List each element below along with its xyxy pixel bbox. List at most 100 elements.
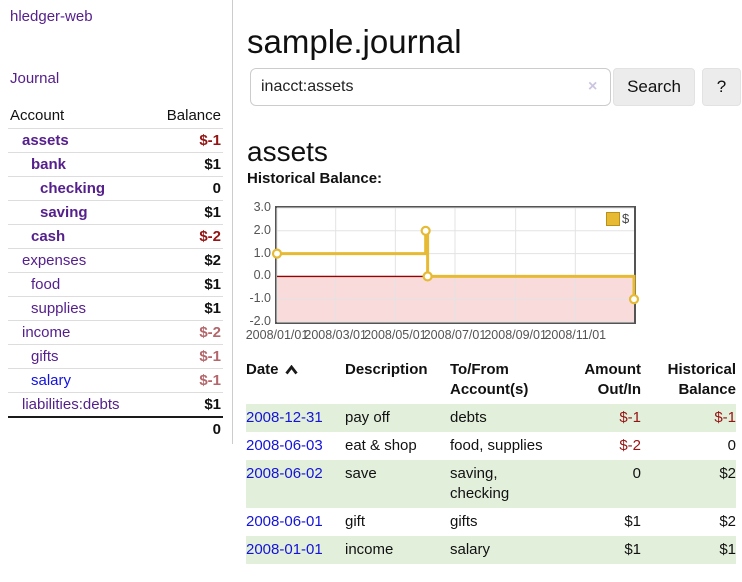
account-row: checking 0 (8, 176, 223, 200)
description-column-header: Description (345, 361, 428, 378)
transaction-amount: $-2 (619, 437, 641, 454)
search-button[interactable]: Search (613, 68, 695, 106)
account-row: bank $1 (8, 152, 223, 176)
account-row: assets $-1 (8, 128, 223, 152)
register-table: Date Description To/From Account(s) Amou… (246, 358, 736, 564)
x-axis-tick-label: 2008/09/01 (484, 328, 547, 342)
accounts-total-row: 0 (8, 416, 223, 442)
account-balance: $-2 (199, 324, 221, 341)
x-axis-tick-label: 2008/03/01 (304, 328, 367, 342)
app-brand-link[interactable]: hledger-web (10, 8, 93, 25)
accounts-header: Account Balance (8, 104, 223, 128)
y-axis-tick-label: 2.0 (253, 222, 271, 237)
account-heading: assets (247, 136, 328, 168)
account-row: supplies $1 (8, 296, 223, 320)
y-axis-tick-label: 0.0 (253, 268, 271, 283)
chart-canvas (271, 207, 640, 323)
account-row: salary $-1 (8, 368, 223, 392)
account-balance: $1 (204, 156, 221, 173)
transaction-date-link[interactable]: 2008-12-31 (246, 409, 323, 426)
chart-legend: $ (606, 211, 629, 226)
transaction-balance: $2 (719, 465, 736, 482)
x-axis-tick-label: 2008/05/01 (364, 328, 427, 342)
account-balance: $-1 (199, 348, 221, 365)
nav-journal-link[interactable]: Journal (10, 70, 60, 87)
transaction-balance: 0 (727, 437, 736, 454)
amount-column-header: Amount Out/In (584, 361, 641, 398)
chart-title: Historical Balance: (247, 170, 383, 187)
page-title: sample.journal (247, 23, 462, 61)
account-balance: $1 (204, 276, 221, 293)
transaction-amount: 0 (632, 465, 641, 482)
search-input[interactable] (250, 68, 611, 106)
account-balance: $-2 (199, 228, 221, 245)
account-row: liabilities:debts $1 (8, 392, 223, 416)
transaction-balance: $-1 (714, 409, 736, 426)
y-axis-tick-label: 1.0 (253, 245, 271, 260)
balance-chart (271, 206, 640, 324)
account-link[interactable]: cash (31, 228, 66, 245)
accounts-column-header: To/From Account(s) (450, 361, 529, 398)
account-balance: $1 (204, 396, 221, 413)
account-link[interactable]: assets (22, 132, 69, 149)
help-button[interactable]: ? (702, 68, 741, 106)
accounts-total-value: 0 (212, 421, 221, 438)
y-axis-tick-label: 3.0 (253, 200, 271, 214)
account-row: saving $1 (8, 200, 223, 224)
y-axis-tick-label: -1.0 (249, 291, 271, 306)
account-link[interactable]: saving (40, 204, 88, 221)
legend-label: $ (622, 211, 630, 226)
transaction-date-link[interactable]: 2008-06-03 (246, 437, 323, 454)
account-link[interactable]: bank (31, 156, 67, 173)
account-link[interactable]: supplies (31, 300, 87, 317)
transaction-accounts: debts (450, 409, 487, 426)
legend-swatch-icon (606, 211, 620, 226)
account-balance: $1 (204, 204, 221, 221)
account-link[interactable]: liabilities:debts (22, 396, 120, 413)
transaction-accounts: gifts (450, 513, 478, 530)
transaction-date-link[interactable]: 2008-01-01 (246, 541, 323, 558)
transaction-balance: $2 (719, 513, 736, 530)
account-link[interactable]: income (22, 324, 71, 341)
account-balance: 0 (212, 180, 221, 197)
account-balance: $-1 (199, 132, 221, 149)
x-axis-tick-label: 2008/01/01 (245, 328, 309, 342)
transaction-row: 2008-06-02 save saving, checking 0 $2 (246, 460, 736, 508)
account-row: gifts $-1 (8, 344, 223, 368)
account-balance: $-1 (199, 372, 221, 389)
transaction-row: 2008-01-01 income salary $1 $1 (246, 536, 736, 564)
account-link[interactable]: gifts (31, 348, 59, 365)
accounts-header-account: Account (10, 107, 65, 124)
account-link[interactable]: salary (31, 372, 72, 389)
sidebar: hledger-web Journal Account Balance asse… (0, 0, 233, 444)
sort-by-date-button[interactable]: Date (246, 360, 345, 380)
transaction-date-link[interactable]: 2008-06-02 (246, 465, 323, 482)
balance-column-header: Historical Balance (667, 361, 736, 398)
account-link[interactable]: checking (40, 180, 106, 197)
account-row: cash $-2 (8, 224, 223, 248)
x-axis-tick-label: 2008/11/01 (544, 328, 607, 342)
clear-search-icon[interactable]: × (588, 78, 598, 95)
transaction-row: 2008-06-01 gift gifts $1 $2 (246, 508, 736, 536)
account-link[interactable]: food (31, 276, 61, 293)
y-axis-tick-label: -2.0 (249, 314, 271, 328)
transaction-amount: $1 (624, 541, 641, 558)
transaction-accounts: food, supplies (450, 437, 543, 454)
transaction-description: gift (345, 513, 366, 530)
account-row: food $1 (8, 272, 223, 296)
transaction-balance: $1 (719, 541, 736, 558)
sort-ascending-icon (284, 365, 298, 375)
transaction-description: save (345, 465, 377, 482)
transaction-accounts: salary (450, 541, 491, 558)
transaction-description: eat & shop (345, 437, 417, 454)
account-row: expenses $2 (8, 248, 223, 272)
transaction-date-link[interactable]: 2008-06-01 (246, 513, 323, 530)
x-axis-tick-label: 2008/07/01 (423, 328, 487, 342)
accounts-panel: Account Balance assets $-1 bank $1 check… (8, 104, 223, 442)
date-column-header: Date (246, 361, 279, 378)
account-row: income $-2 (8, 320, 223, 344)
account-balance: $1 (204, 300, 221, 317)
account-link[interactable]: expenses (22, 252, 87, 269)
account-balance: $2 (204, 252, 221, 269)
transaction-amount: $1 (624, 513, 641, 530)
